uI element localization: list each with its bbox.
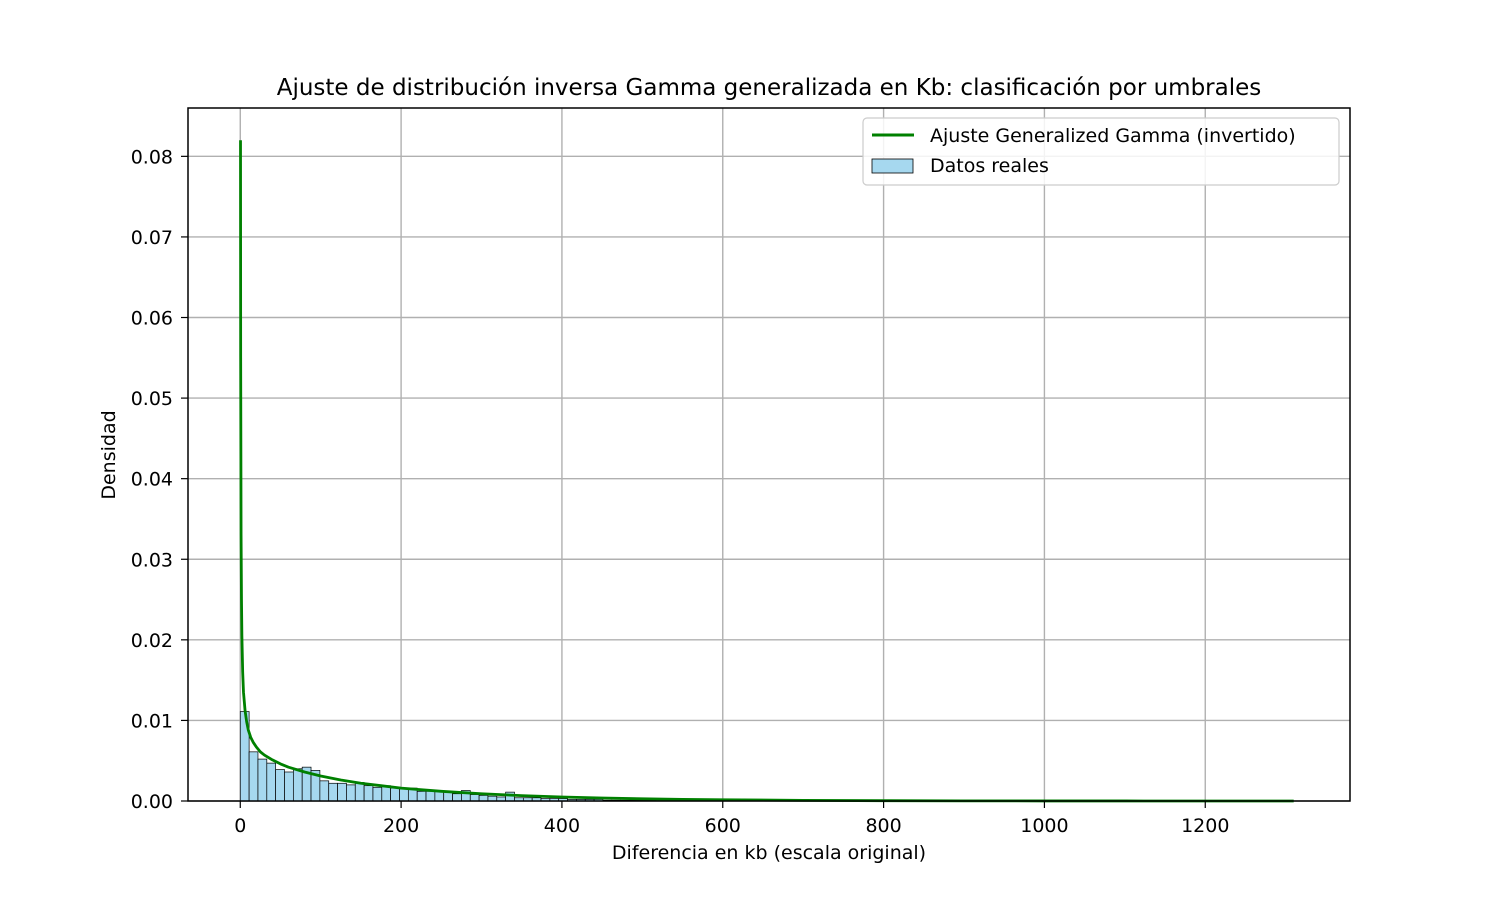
fit-line-group: [239, 140, 1294, 803]
histogram-bar: [354, 782, 365, 802]
y-tick-label: 0.03: [131, 549, 173, 571]
histogram-bar: [399, 788, 409, 802]
legend-bar-swatch: [871, 158, 914, 174]
y-tick-label: 0.01: [131, 710, 173, 732]
histogram-bar: [478, 795, 489, 802]
histogram-bar: [363, 785, 374, 802]
histogram-bar: [337, 782, 347, 802]
histogram-bar: [346, 784, 356, 802]
fit-line: [239, 140, 1294, 803]
x-tick-label: 1000: [1020, 815, 1068, 837]
x-tick-label: 800: [865, 815, 901, 837]
y-tick-label: 0.05: [131, 388, 173, 410]
histogram-bar: [248, 751, 259, 802]
x-tick-label: 0: [234, 815, 246, 837]
histogram-bar: [425, 790, 436, 802]
histogram-bar: [452, 793, 462, 802]
legend-label-fit: Ajuste Generalized Gamma (invertido): [930, 125, 1296, 147]
plot-frame: [187, 107, 1351, 802]
histogram-bar: [319, 780, 330, 802]
y-tick-label: 0.04: [131, 469, 173, 491]
histogram-bar: [292, 768, 303, 802]
histogram-bar: [266, 762, 277, 802]
y-axis-ticks: 0.00 0.01 0.02 0.03 0.04 0.05 0.06 0.07 0.08: [131, 146, 188, 813]
y-axis-label: Densidad: [98, 410, 120, 499]
x-tick-label: 400: [544, 815, 580, 837]
y-tick-label: 0.06: [131, 308, 173, 330]
chart-title: Ajuste de distribución inversa Gamma gen…: [277, 75, 1262, 101]
histogram-bar: [284, 771, 294, 802]
x-tick-label: 200: [383, 815, 419, 837]
y-tick-label: 0.07: [131, 227, 173, 249]
legend: Ajuste Generalized Gamma (invertido) Dat…: [862, 117, 1340, 186]
histogram-bar: [390, 787, 400, 802]
histogram-bar: [469, 794, 480, 802]
histogram-bar: [372, 786, 383, 802]
histogram-bar: [257, 758, 268, 802]
legend-box: [862, 117, 1340, 186]
x-tick-label: 600: [705, 815, 741, 837]
x-axis-label: Diferencia en kb (escala original): [612, 842, 926, 864]
histogram-bar: [275, 769, 285, 802]
histogram-bar: [443, 791, 453, 802]
histogram-bar: [416, 790, 427, 802]
y-tick-label: 0.02: [131, 630, 173, 652]
y-tick-label: 0.08: [131, 146, 173, 168]
histogram-bar: [328, 782, 338, 802]
x-axis-ticks: 0 200 400 600 800 1000 1200: [234, 801, 1229, 837]
y-tick-label: 0.00: [131, 791, 173, 813]
legend-label-data: Datos reales: [930, 155, 1049, 177]
x-tick-label: 1200: [1181, 815, 1229, 837]
